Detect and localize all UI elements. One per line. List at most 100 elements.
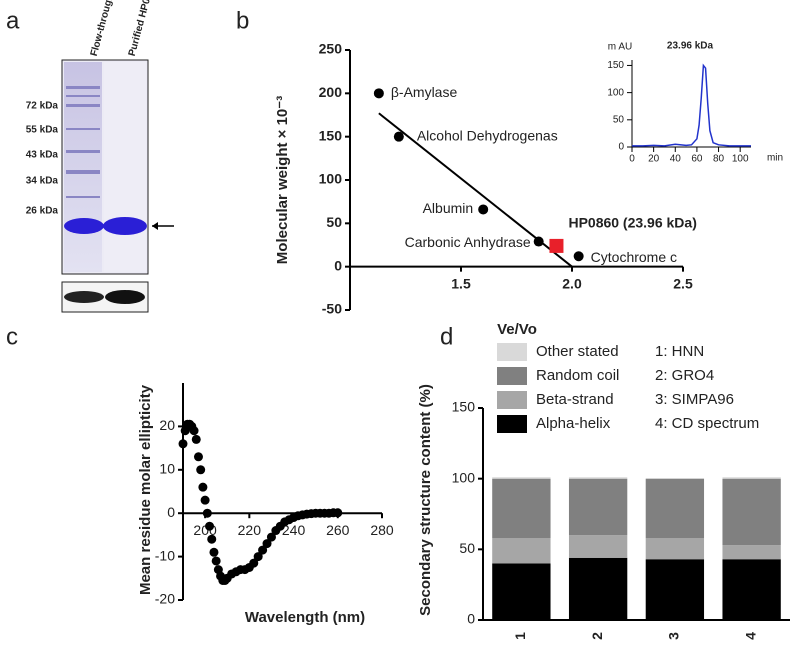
point xyxy=(207,534,217,544)
x-axis-label: min xyxy=(767,153,783,164)
bar-segment xyxy=(492,477,551,479)
marker-label: 72 kDa xyxy=(26,101,59,112)
x-tick-label: 60 xyxy=(691,154,703,165)
bar-segment xyxy=(492,563,551,620)
x-tick-label: 100 xyxy=(732,154,749,165)
bar-segment xyxy=(722,559,781,620)
bar-segment xyxy=(645,538,705,560)
gel-lane xyxy=(64,62,102,272)
x-tick-label: 1.5 xyxy=(451,275,471,291)
bar-segment xyxy=(722,477,781,479)
legend-label: Random coil xyxy=(536,367,619,384)
legend-swatch xyxy=(497,391,527,409)
bar-segment xyxy=(492,478,551,539)
x-tick-label: 280 xyxy=(370,522,394,538)
bar-segment xyxy=(645,478,705,539)
gel: Flow-through Purified HP0860 72 kDa 55 k… xyxy=(26,0,174,313)
annotation: 4: CD spectrum xyxy=(655,415,759,432)
y-tick-label: -50 xyxy=(322,301,342,317)
arrow-head xyxy=(152,222,158,230)
point xyxy=(549,238,564,253)
point xyxy=(198,482,208,492)
point xyxy=(202,508,212,518)
chart-title: 23.96 kDa xyxy=(667,41,714,52)
point xyxy=(266,532,276,542)
legend-label: Other stated xyxy=(536,343,619,360)
point xyxy=(196,465,206,475)
x-tick-label: 260 xyxy=(326,522,350,538)
point xyxy=(205,521,215,531)
x-tick-label: 2 xyxy=(589,632,605,640)
y-tick-label: -10 xyxy=(155,547,175,563)
bar-segment xyxy=(722,545,781,560)
annotation: 2: GRO4 xyxy=(655,367,714,384)
point xyxy=(178,439,188,449)
y-tick-label: 150 xyxy=(319,127,343,143)
x-axis-label: Wavelength (nm) xyxy=(245,609,365,626)
point xyxy=(573,251,584,262)
bar-segment xyxy=(568,477,628,479)
point xyxy=(211,556,221,566)
gel-bands xyxy=(66,86,100,198)
y-tick-label: 10 xyxy=(159,461,175,477)
y-axis-label: m AU xyxy=(608,42,632,53)
y-tick-label: 50 xyxy=(326,214,342,230)
y-tick-label: 200 xyxy=(319,84,343,100)
x-axis-label: Ve/Vo xyxy=(497,321,537,338)
y-tick-label: 0 xyxy=(167,504,175,520)
y-tick-label: 0 xyxy=(618,142,624,153)
marker-label: 55 kDa xyxy=(26,125,59,136)
legend-swatch xyxy=(497,415,527,433)
bar-segment xyxy=(722,478,781,546)
gel-band xyxy=(64,218,104,234)
point-label: Carbonic Anhydrase xyxy=(405,234,531,250)
gel-band xyxy=(66,86,100,89)
gel-band xyxy=(66,95,100,97)
panel-label: b xyxy=(236,7,249,34)
x-tick-label: 40 xyxy=(670,154,682,165)
marker-label: 43 kDa xyxy=(26,150,59,161)
blot-band xyxy=(64,291,104,303)
panel-label: d xyxy=(440,323,453,350)
point xyxy=(200,495,210,505)
blot-band xyxy=(105,290,145,304)
y-tick-label: 150 xyxy=(607,60,624,71)
panel-label: c xyxy=(6,323,18,350)
gel-band xyxy=(66,150,100,153)
point-label: Albumin xyxy=(423,200,474,216)
y-tick-label: 150 xyxy=(452,399,476,415)
point xyxy=(193,452,203,462)
y-tick-label: 50 xyxy=(613,114,625,125)
y-tick-label: 100 xyxy=(607,87,624,98)
gel-band xyxy=(66,196,100,198)
point-label: Alcohol Dehydrogenas xyxy=(417,127,558,143)
point-label: Cytochrome c xyxy=(591,249,677,265)
y-axis-label: Mean residue molar ellipticity xyxy=(137,384,154,595)
point-label: β-Amylase xyxy=(391,84,458,100)
x-tick-label: 220 xyxy=(238,522,262,538)
x-tick-label: 240 xyxy=(282,522,306,538)
y-axis-label: Secondary structure content (%) xyxy=(417,384,434,616)
y-tick-label: 100 xyxy=(452,469,476,485)
x-tick-label: 2.0 xyxy=(562,275,582,291)
point xyxy=(478,204,489,215)
annotation: 1: HNN xyxy=(655,343,704,360)
point-label: HP0860 (23.96 kDa) xyxy=(568,215,696,231)
y-axis-label: Molecular weight × 10⁻³ xyxy=(274,96,291,264)
lane-label: Purified HP0860 xyxy=(127,0,157,57)
gel-band xyxy=(103,217,147,235)
point xyxy=(258,545,268,555)
point xyxy=(393,131,404,142)
x-tick-label: 1 xyxy=(512,632,528,640)
gel-lane xyxy=(104,62,146,272)
point xyxy=(189,426,199,436)
point xyxy=(253,552,263,562)
x-tick-label: 0 xyxy=(629,154,635,165)
point xyxy=(262,539,272,549)
legend-swatch xyxy=(497,367,527,385)
y-tick-label: -20 xyxy=(155,591,175,607)
bar-segment xyxy=(568,478,628,536)
line xyxy=(632,63,751,147)
